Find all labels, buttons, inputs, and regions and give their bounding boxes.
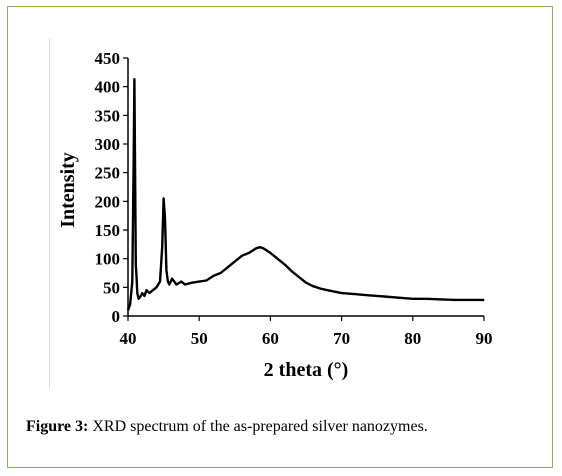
xrd-data-point xyxy=(483,299,485,301)
y-tick-label: 300 xyxy=(95,135,121,154)
xrd-data-point xyxy=(276,258,279,260)
xrd-data-point xyxy=(205,279,207,282)
y-tick-label: 100 xyxy=(95,250,121,269)
xrd-data-point xyxy=(140,295,142,297)
xrd-data-point xyxy=(355,293,357,295)
xrd-data-point xyxy=(148,292,150,294)
chart-series xyxy=(126,77,485,311)
y-tick-label: 150 xyxy=(95,221,121,240)
xrd-data-point xyxy=(426,298,428,300)
y-tick-label: 350 xyxy=(95,106,121,125)
y-tick-label: 400 xyxy=(95,78,121,97)
xrd-data-point xyxy=(164,217,166,220)
xrd-data-point xyxy=(171,278,173,280)
chart-axes xyxy=(127,58,484,317)
xrd-data-point xyxy=(326,289,328,291)
xrd-data-point xyxy=(180,281,182,283)
y-tick-label: 250 xyxy=(95,164,121,183)
xrd-data-point xyxy=(191,282,193,284)
x-tick-label: 70 xyxy=(333,329,350,348)
xrd-data-point xyxy=(454,299,457,301)
xrd-data-point xyxy=(255,247,257,249)
xrd-data-point xyxy=(143,295,145,297)
xrd-data-point xyxy=(141,292,143,294)
xrd-data-point xyxy=(219,272,222,274)
xrd-data-point xyxy=(369,294,371,296)
xrd-data-point xyxy=(440,298,442,300)
figure-frame xyxy=(7,6,553,468)
x-tick-label: 40 xyxy=(120,329,137,348)
xrd-data-point xyxy=(136,292,138,294)
xrd-data-point xyxy=(133,154,135,157)
y-axis-title: Intensity xyxy=(57,152,79,228)
xrd-data-point xyxy=(248,252,250,254)
chart-ticks: 0 50 100 150 200 250 300 350 400 450 40 50 60 70 80 90 xyxy=(95,49,493,348)
xrd-data-point xyxy=(305,282,307,284)
figure-inner-border xyxy=(49,38,50,388)
xrd-data-point xyxy=(127,309,129,311)
xrd-data-point xyxy=(298,276,300,278)
xrd-data-point xyxy=(319,287,321,290)
xrd-data-point xyxy=(168,283,170,286)
xrd-data-point xyxy=(133,78,136,80)
xrd-data-point xyxy=(129,303,131,306)
xrd-data-point xyxy=(412,298,414,300)
x-tick-label: 80 xyxy=(404,329,421,348)
xrd-data-point xyxy=(152,289,154,291)
xrd-data-point xyxy=(134,172,136,174)
caption-text: XRD spectrum of the as-prepared silver n… xyxy=(88,418,428,435)
x-tick-label: 60 xyxy=(262,329,279,348)
figure-caption: Figure 3: XRD spectrum of the as-prepare… xyxy=(26,418,546,436)
xrd-data-point xyxy=(161,246,163,248)
xrd-data-point xyxy=(138,298,140,300)
xrd-data-point xyxy=(131,281,133,283)
xrd-series-line xyxy=(126,77,484,311)
xrd-data-point xyxy=(175,283,178,286)
xrd-data-point xyxy=(135,263,137,265)
xrd-data-point xyxy=(234,260,236,263)
xrd-data-point xyxy=(159,281,161,283)
x-tick-label: 90 xyxy=(476,329,493,348)
xrd-data-point xyxy=(383,295,385,298)
xrd-data-point xyxy=(155,286,158,288)
xrd-data-point xyxy=(241,255,243,257)
xrd-data-point xyxy=(269,252,271,254)
y-tick-label: 50 xyxy=(103,278,120,297)
xrd-data-point xyxy=(163,197,165,200)
xrd-data-point xyxy=(212,275,215,277)
xrd-data-point xyxy=(184,283,186,286)
xrd-data-point xyxy=(198,281,200,283)
y-tick-label: 450 xyxy=(95,49,121,68)
x-axis-title: 2 theta (°) xyxy=(264,359,349,381)
xrd-data-point xyxy=(167,281,169,283)
y-tick-label: 200 xyxy=(95,192,121,211)
xrd-data-point xyxy=(312,285,314,287)
xrd-data-point xyxy=(135,275,138,277)
xrd-data-point xyxy=(341,292,343,294)
xrd-data-point xyxy=(397,297,400,299)
xrd-data-point xyxy=(145,289,148,291)
xrd-data-point xyxy=(284,263,286,265)
xrd-data-point xyxy=(227,266,229,268)
x-tick-label: 50 xyxy=(191,329,208,348)
xrd-data-point xyxy=(469,299,471,301)
xrd-data-point xyxy=(165,269,168,271)
xrd-data-point xyxy=(259,246,261,248)
caption-label: Figure 3: xyxy=(26,418,89,435)
xrd-data-point xyxy=(262,247,264,249)
xrd-data-point xyxy=(291,270,293,272)
y-tick-label: 0 xyxy=(112,307,121,326)
